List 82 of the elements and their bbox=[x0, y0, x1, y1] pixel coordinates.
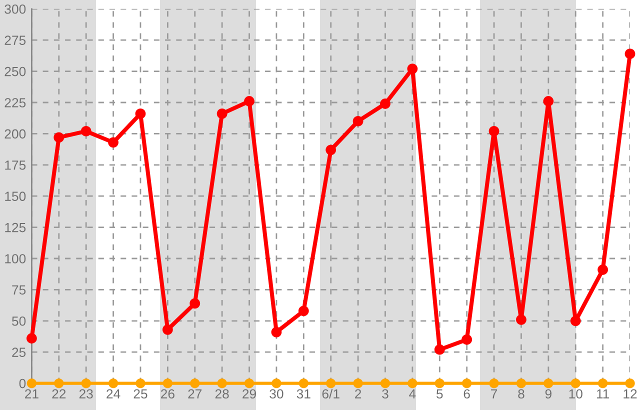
point bbox=[190, 298, 200, 309]
y-tick-label: 175 bbox=[5, 160, 26, 170]
x-tick-label: 11 bbox=[596, 389, 610, 398]
x-tick-label: 6/1 bbox=[322, 388, 340, 399]
y-tick-label: 0 bbox=[19, 378, 26, 388]
point bbox=[516, 378, 526, 388]
x-tick-label: 10 bbox=[569, 389, 582, 399]
y-tick-label: 275 bbox=[4, 36, 26, 46]
point bbox=[543, 96, 554, 106]
point bbox=[407, 64, 418, 74]
x-tick-label: 12 bbox=[624, 389, 637, 398]
point bbox=[488, 126, 500, 136]
point bbox=[489, 378, 499, 388]
point bbox=[108, 378, 118, 388]
x-tick-label: 9 bbox=[545, 389, 552, 399]
y-tick-label: 300 bbox=[4, 4, 26, 14]
y-tick-label: 50 bbox=[12, 316, 26, 326]
point bbox=[570, 378, 580, 388]
point bbox=[598, 264, 608, 275]
point bbox=[136, 378, 146, 388]
x-tick-label: 23 bbox=[79, 389, 93, 399]
point bbox=[624, 48, 636, 60]
point bbox=[434, 378, 444, 388]
point bbox=[272, 378, 282, 388]
point bbox=[326, 378, 336, 388]
point bbox=[326, 144, 336, 156]
point bbox=[570, 316, 581, 326]
point bbox=[434, 344, 445, 355]
point bbox=[216, 108, 228, 119]
point bbox=[135, 108, 146, 119]
x-tick-label: 22 bbox=[52, 389, 66, 398]
x-tick-label: 30 bbox=[270, 389, 284, 399]
point bbox=[244, 378, 254, 388]
point bbox=[108, 137, 118, 148]
point bbox=[26, 333, 37, 344]
point bbox=[544, 378, 554, 388]
point bbox=[380, 378, 390, 388]
y-tick-label: 100 bbox=[5, 254, 26, 264]
point bbox=[81, 378, 91, 388]
point bbox=[80, 126, 92, 136]
x-tick-label: 7 bbox=[491, 389, 498, 398]
x-tick-label: 29 bbox=[242, 389, 256, 399]
x-tick-label: 21 bbox=[25, 389, 38, 398]
point bbox=[625, 378, 635, 388]
point bbox=[353, 378, 363, 388]
point bbox=[244, 96, 254, 106]
point bbox=[217, 378, 227, 388]
point bbox=[54, 378, 64, 388]
point bbox=[271, 326, 282, 338]
y-tick-label: 25 bbox=[12, 348, 26, 358]
x-tick-label: 25 bbox=[134, 389, 148, 399]
x-tick-label: 26 bbox=[161, 389, 174, 399]
y-tick-label: 75 bbox=[12, 285, 26, 295]
x-tick-label: 6 bbox=[464, 389, 470, 399]
x-tick-label: 27 bbox=[188, 389, 202, 398]
point bbox=[462, 334, 472, 345]
point bbox=[162, 324, 173, 335]
y-tick-label: 125 bbox=[5, 222, 26, 232]
x-tick-label: 4 bbox=[409, 389, 416, 398]
point bbox=[408, 378, 418, 388]
point bbox=[598, 378, 608, 388]
x-tick-label: 28 bbox=[215, 389, 229, 399]
y-tick-label: 150 bbox=[5, 192, 26, 202]
y-tick-label: 225 bbox=[4, 98, 26, 108]
point bbox=[26, 378, 37, 388]
x-tick-label: 8 bbox=[518, 389, 524, 399]
y-tick-label: 250 bbox=[4, 66, 26, 76]
point bbox=[190, 378, 200, 388]
x-tick-label: 5 bbox=[436, 389, 443, 399]
point bbox=[380, 98, 390, 109]
x-tick-label: 31 bbox=[296, 389, 310, 399]
y-tick-label: 200 bbox=[4, 129, 26, 139]
point bbox=[298, 378, 309, 388]
x-tick-label: 2 bbox=[355, 389, 362, 398]
point bbox=[352, 116, 364, 126]
x-tick-label: 24 bbox=[106, 389, 120, 398]
x-tick-label: 3 bbox=[382, 389, 388, 399]
point bbox=[54, 132, 64, 143]
point bbox=[298, 306, 309, 316]
point bbox=[162, 378, 173, 388]
point bbox=[462, 378, 472, 388]
point bbox=[516, 314, 526, 325]
